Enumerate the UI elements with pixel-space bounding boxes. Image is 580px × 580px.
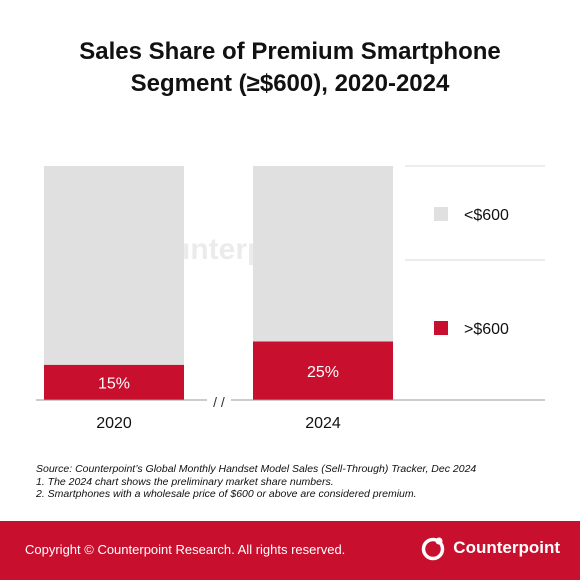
bar-segment-below-600-2024 <box>253 166 393 342</box>
data-label-2024: 25% <box>307 364 339 381</box>
footer-bar: Copyright © Counterpoint Research. All r… <box>0 521 580 580</box>
chart-title-line1: Sales Share of Premium Smartphone <box>79 38 501 65</box>
chart-notes: Source: Counterpoint’s Global Monthly Ha… <box>36 463 556 501</box>
counterpoint-logo-icon <box>422 537 445 561</box>
legend-swatch-above-600 <box>434 321 448 335</box>
legend-label-below-600: <$600 <box>464 207 509 224</box>
bar-segment-below-600-2020 <box>44 166 184 365</box>
chart-title: Sales Share of Premium Smartphone Segmen… <box>0 36 580 100</box>
note-1: 1. The 2024 chart shows the preliminary … <box>36 475 334 488</box>
legend-label-above-600: >$600 <box>464 321 509 338</box>
x-tick-label-2020: 2020 <box>96 415 132 432</box>
brand-name: Counterpoint <box>453 538 560 557</box>
bar-segment-above-600-2020 <box>44 364 184 400</box>
source-note: Source: Counterpoint’s Global Monthly Ha… <box>36 463 477 475</box>
chart-title-line2: Segment (≥$600), 2020-2024 <box>130 70 450 97</box>
note-2: 2. Smartphones with a wholesale price of… <box>36 488 417 500</box>
footer-brand: Counterpoint <box>420 535 560 561</box>
copyright-text: Copyright © Counterpoint Research. All r… <box>25 542 346 557</box>
axis-break-background <box>207 396 231 408</box>
data-label-2020: 15% <box>98 375 130 392</box>
x-tick-label-2024: 2024 <box>305 415 341 432</box>
legend-swatch-below-600 <box>434 207 448 221</box>
stacked-bar-chart: 15% 2020 25% 2024 / / <$600 >$600 <box>36 165 545 432</box>
axis-break-mark: / / <box>213 394 225 410</box>
bar-segment-above-600-2024 <box>253 341 393 400</box>
